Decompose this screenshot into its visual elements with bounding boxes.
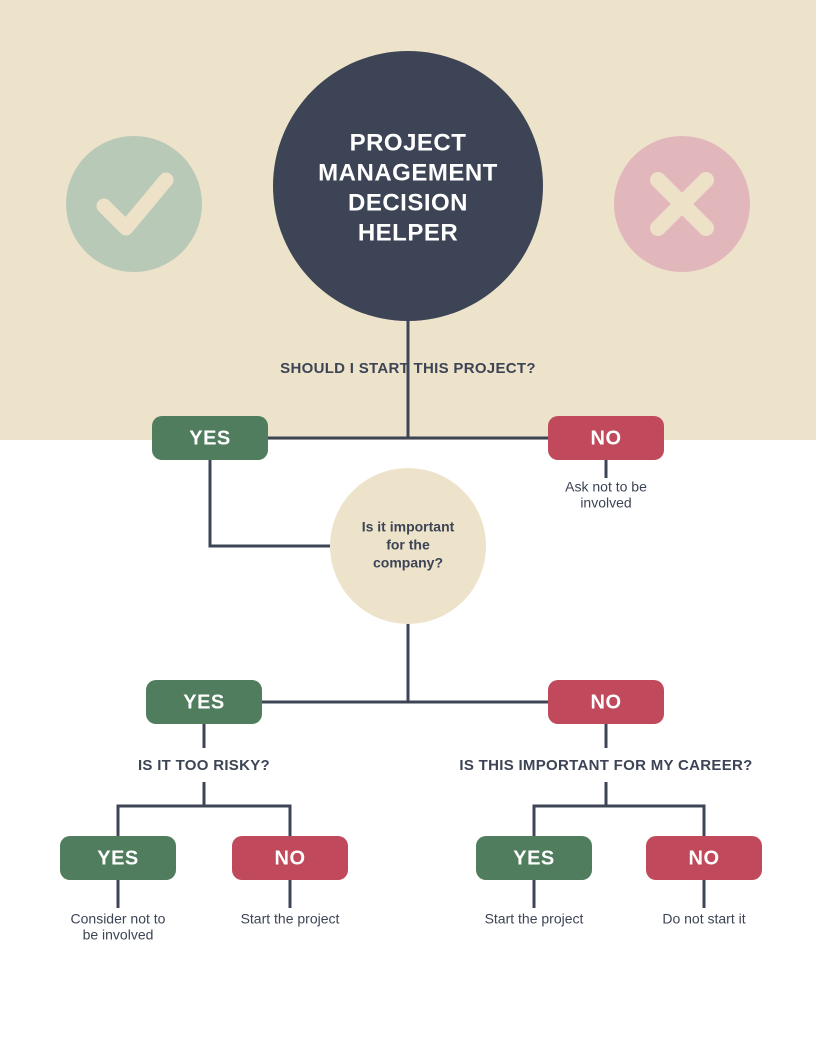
- question-4: IS THIS IMPORTANT FOR MY CAREER?: [459, 757, 752, 774]
- title-node: PROJECT MANAGEMENT DECISION HELPER: [273, 51, 543, 321]
- flowchart-canvas: PROJECT MANAGEMENT DECISION HELPER SHOUL…: [0, 0, 816, 1056]
- svg-text:Is it important: Is it important: [362, 519, 455, 535]
- connector: [118, 782, 204, 836]
- decision-pill-no: NO: [548, 680, 664, 724]
- title-line-3: HELPER: [358, 219, 458, 246]
- title-line-1: MANAGEMENT: [318, 159, 498, 186]
- pill-label: NO: [591, 691, 622, 713]
- title-line-0: PROJECT: [350, 129, 467, 156]
- connector: [210, 460, 330, 546]
- decision-pill-yes: YES: [60, 836, 176, 880]
- svg-text:company?: company?: [373, 555, 443, 571]
- outcome-text: Do not start it: [662, 911, 745, 927]
- cross-icon: [614, 136, 750, 272]
- title-line-2: DECISION: [348, 189, 468, 216]
- decision-pill-yes: YES: [146, 680, 262, 724]
- question-2-node: Is it important for the company?: [330, 468, 486, 624]
- question-3: IS IT TOO RISKY?: [138, 757, 270, 774]
- question-1: SHOULD I START THIS PROJECT?: [280, 360, 536, 377]
- pill-label: YES: [189, 427, 231, 449]
- outcome-text: be involved: [83, 927, 154, 943]
- connector: [534, 782, 606, 836]
- pill-label: NO: [689, 847, 720, 869]
- decision-pill-no: NO: [646, 836, 762, 880]
- pill-label: YES: [513, 847, 555, 869]
- decision-pill-no: NO: [232, 836, 348, 880]
- outcome-text: Start the project: [241, 911, 340, 927]
- connector: [606, 806, 704, 836]
- pill-label: NO: [275, 847, 306, 869]
- outcome-text: Consider not to: [71, 911, 166, 927]
- outcome-text: involved: [580, 495, 631, 511]
- decision-pill-yes: YES: [152, 416, 268, 460]
- decision-pill-no: NO: [548, 416, 664, 460]
- outcome-text: Ask not to be: [565, 479, 647, 495]
- svg-text:for the: for the: [386, 537, 430, 553]
- pill-label: YES: [183, 691, 225, 713]
- pill-label: NO: [591, 427, 622, 449]
- outcome-text: Start the project: [485, 911, 584, 927]
- connector: [204, 806, 290, 836]
- pill-label: YES: [97, 847, 139, 869]
- decision-pill-yes: YES: [476, 836, 592, 880]
- check-icon: [66, 136, 202, 272]
